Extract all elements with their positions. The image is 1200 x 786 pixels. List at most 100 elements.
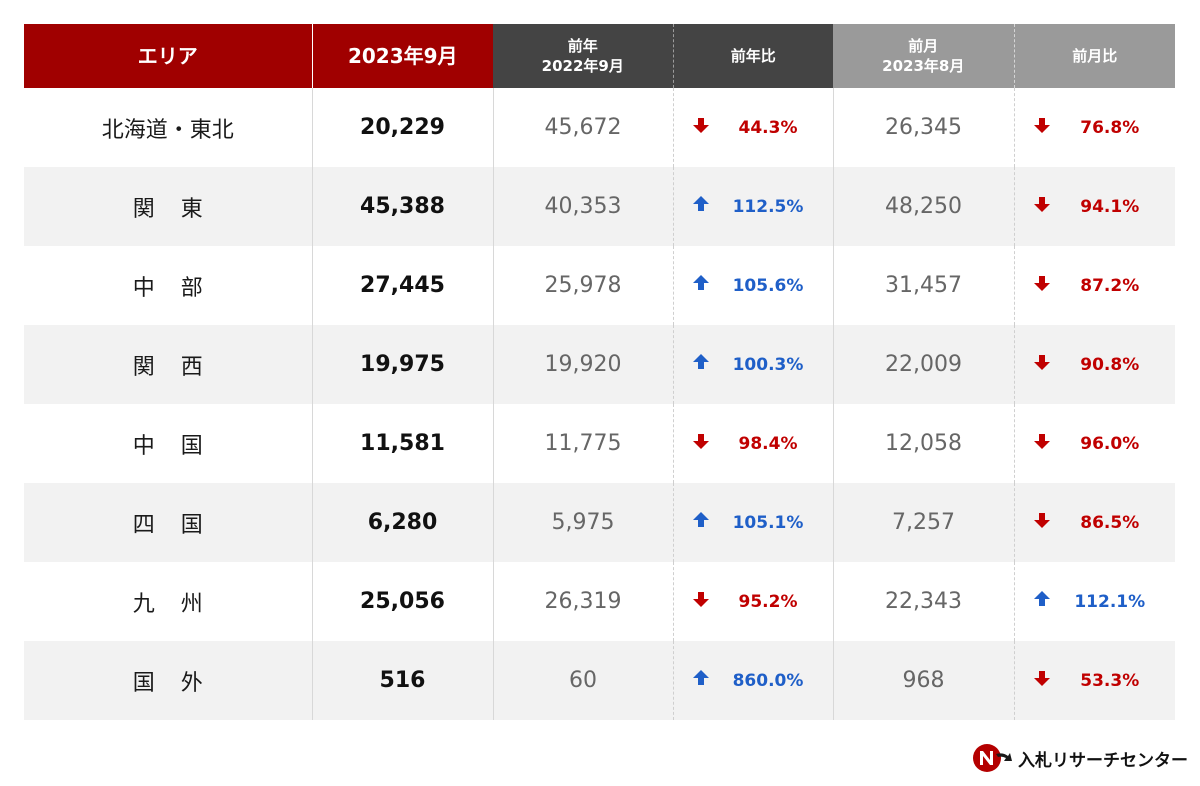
cell-current: 20,229	[311, 88, 493, 167]
table-row: 中国 11,581 11,775 98.4% 12,058 96.0%	[24, 404, 1175, 483]
area-name: 四国	[132, 512, 229, 538]
cell-prev-year: 60	[492, 641, 673, 720]
arrow-up-icon	[692, 273, 710, 298]
cell-prev-year: 19,920	[492, 325, 673, 404]
cell-yoy: 98.4%	[672, 404, 833, 483]
cell-yoy: 112.5%	[672, 167, 833, 246]
header-prev-month: 前月 2023年8月	[833, 24, 1014, 88]
arrow-down-icon	[1033, 194, 1051, 219]
mom-value: 112.1%	[1074, 591, 1146, 612]
cell-area: 国外	[24, 641, 312, 720]
cell-mom: 96.0%	[1013, 404, 1175, 483]
cell-prev-month: 7,257	[832, 483, 1014, 562]
arrow-up-icon	[692, 194, 710, 219]
mom-value: 94.1%	[1080, 196, 1140, 217]
header-mom: 前月比	[1013, 24, 1175, 88]
brand-logo: 入札リサーチセンター	[972, 742, 1188, 774]
table-header-row: エリア 2023年9月 前年 2022年9月 前年比 前月 2023年8月 前月…	[24, 24, 1175, 88]
logo-text: 入札リサーチセンター	[1018, 750, 1188, 771]
header-prev-year-date: 2022年9月	[541, 57, 624, 75]
header-prev-year-label: 前年	[567, 36, 598, 55]
mom-value: 86.5%	[1080, 512, 1140, 533]
nr-logo-icon	[973, 744, 1012, 772]
arrow-up-icon	[692, 668, 710, 693]
table-row: 中部 27,445 25,978 105.6% 31,457 87.2%	[24, 246, 1175, 325]
arrow-down-icon	[1033, 352, 1051, 377]
cell-prev-year: 25,978	[492, 246, 673, 325]
cell-mom: 53.3%	[1013, 641, 1175, 720]
mom-value: 76.8%	[1080, 117, 1140, 138]
yoy-value: 44.3%	[738, 117, 798, 138]
cell-current: 11,581	[311, 404, 493, 483]
table-row: 北海道・東北 20,229 45,672 44.3% 26,345 76.8%	[24, 88, 1175, 167]
cell-yoy: 95.2%	[672, 562, 833, 641]
header-prev-year: 前年 2022年9月	[493, 24, 673, 88]
yoy-value: 105.1%	[732, 512, 804, 533]
arrow-down-icon	[1033, 668, 1051, 693]
cell-mom: 94.1%	[1013, 167, 1175, 246]
header-prev-month-date: 2023年8月	[882, 57, 965, 75]
cell-current: 45,388	[311, 167, 493, 246]
cell-yoy: 105.1%	[672, 483, 833, 562]
cell-current: 516	[311, 641, 493, 720]
cell-area: 四国	[24, 483, 312, 562]
cell-current: 19,975	[311, 325, 493, 404]
cell-yoy: 44.3%	[672, 88, 833, 167]
arrow-down-icon	[1033, 431, 1051, 456]
cell-prev-month: 12,058	[832, 404, 1014, 483]
mom-value: 53.3%	[1080, 670, 1140, 691]
mom-value: 90.8%	[1080, 354, 1140, 375]
table-row: 関東 45,388 40,353 112.5% 48,250 94.1%	[24, 167, 1175, 246]
cell-area: 中部	[24, 246, 312, 325]
area-name: 国外	[132, 670, 229, 696]
area-name: 関東	[132, 196, 229, 222]
cell-mom: 112.1%	[1013, 562, 1175, 641]
yoy-value: 98.4%	[738, 433, 798, 454]
cell-mom: 76.8%	[1013, 88, 1175, 167]
area-name: 九州	[132, 591, 229, 617]
arrow-down-icon	[1033, 510, 1051, 535]
cell-prev-year: 11,775	[492, 404, 673, 483]
cell-prev-year: 40,353	[492, 167, 673, 246]
header-yoy: 前年比	[672, 24, 833, 88]
arrow-up-icon	[692, 352, 710, 377]
area-name: 北海道・東北	[101, 117, 234, 143]
cell-prev-month: 22,009	[832, 325, 1014, 404]
arrow-up-icon	[692, 510, 710, 535]
cell-area: 九州	[24, 562, 312, 641]
mom-value: 96.0%	[1080, 433, 1140, 454]
mom-value: 87.2%	[1080, 275, 1140, 296]
table-row: 関西 19,975 19,920 100.3% 22,009 90.8%	[24, 325, 1175, 404]
table-body: 北海道・東北 20,229 45,672 44.3% 26,345 76.8% 関東 45,3…	[24, 88, 1175, 720]
cell-yoy: 105.6%	[672, 246, 833, 325]
cell-current: 25,056	[311, 562, 493, 641]
arrow-down-icon	[692, 431, 710, 456]
yoy-value: 100.3%	[732, 354, 804, 375]
cell-area: 中国	[24, 404, 312, 483]
cell-current: 27,445	[311, 246, 493, 325]
cell-prev-month: 31,457	[832, 246, 1014, 325]
arrow-up-icon	[1033, 589, 1051, 614]
yoy-value: 112.5%	[732, 196, 804, 217]
arrow-down-icon	[1033, 115, 1051, 140]
yoy-value: 860.0%	[732, 670, 804, 691]
yoy-value: 105.6%	[732, 275, 804, 296]
cell-area: 関西	[24, 325, 312, 404]
cell-current: 6,280	[311, 483, 493, 562]
cell-prev-month: 26,345	[832, 88, 1014, 167]
cell-prev-year: 5,975	[492, 483, 673, 562]
cell-area: 北海道・東北	[24, 88, 312, 167]
arrow-down-icon	[692, 589, 710, 614]
area-comparison-table: エリア 2023年9月 前年 2022年9月 前年比 前月 2023年8月 前月…	[24, 24, 1175, 720]
cell-prev-year: 26,319	[492, 562, 673, 641]
area-name: 関西	[132, 354, 229, 380]
cell-area: 関東	[24, 167, 312, 246]
area-name: 中国	[132, 433, 229, 459]
cell-prev-month: 22,343	[832, 562, 1014, 641]
table-row: 国外 516 60 860.0% 968 53.3%	[24, 641, 1175, 720]
header-area: エリア	[24, 24, 312, 88]
header-current-month: 2023年9月	[311, 24, 493, 88]
yoy-value: 95.2%	[738, 591, 798, 612]
cell-prev-month: 48,250	[832, 167, 1014, 246]
arrow-down-icon	[692, 115, 710, 140]
